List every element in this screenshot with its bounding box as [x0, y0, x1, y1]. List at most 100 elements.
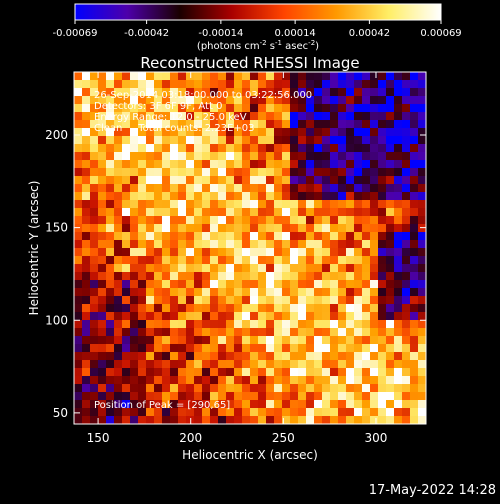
heatmap-cell [194, 256, 203, 265]
heatmap-cell [114, 400, 123, 409]
heatmap-cell [290, 248, 299, 257]
heatmap-cell [202, 400, 211, 409]
heatmap-cell [370, 88, 379, 97]
y-tick-label: 50 [53, 406, 68, 420]
heatmap-cell [274, 192, 283, 201]
heatmap-cell [338, 152, 347, 161]
heatmap-cell [338, 160, 347, 169]
heatmap-cell [178, 248, 187, 257]
heatmap-cell [98, 272, 107, 281]
heatmap-cell [242, 200, 251, 209]
heatmap-cell [362, 344, 371, 353]
heatmap-cell [266, 216, 275, 225]
heatmap-cell [386, 256, 395, 265]
heatmap-cell [290, 184, 299, 193]
heatmap-cell [218, 280, 227, 289]
heatmap-cell [282, 144, 291, 153]
heatmap-cell [178, 408, 187, 417]
heatmap-cell [202, 312, 211, 321]
heatmap-cell [274, 168, 283, 177]
heatmap-cell [322, 336, 331, 345]
heatmap-cell [402, 360, 411, 369]
heatmap-cell [130, 240, 139, 249]
heatmap-cell [362, 88, 371, 97]
heatmap-cell [242, 368, 251, 377]
heatmap-cell [298, 176, 307, 185]
heatmap-cell [402, 400, 411, 409]
heatmap-cell [210, 416, 219, 424]
heatmap-cell [410, 256, 419, 265]
heatmap-cell [314, 336, 323, 345]
heatmap-cell [354, 128, 363, 137]
heatmap-cell [258, 368, 267, 377]
heatmap-cell [178, 392, 187, 401]
heatmap-cell [338, 112, 347, 121]
heatmap-cell [122, 376, 131, 385]
heatmap-cell [386, 104, 395, 113]
heatmap-cell [274, 216, 283, 225]
heatmap-cell [130, 144, 139, 153]
heatmap-cell [362, 328, 371, 337]
heatmap-cell [218, 80, 227, 89]
heatmap-cell [186, 360, 195, 369]
heatmap-cell [218, 224, 227, 233]
heatmap-cell [242, 352, 251, 361]
heatmap-cell [258, 328, 267, 337]
heatmap-cell [298, 160, 307, 169]
heatmap-cell [330, 280, 339, 289]
heatmap-cell [266, 416, 275, 424]
heatmap-cell [98, 240, 107, 249]
heatmap-cell [314, 136, 323, 145]
heatmap-cell [202, 72, 211, 81]
heatmap-cell [282, 96, 291, 105]
heatmap-cell [354, 400, 363, 409]
heatmap-cell [410, 176, 419, 185]
heatmap-cell [386, 392, 395, 401]
heatmap-cell [170, 208, 179, 217]
heatmap-cell [346, 392, 355, 401]
heatmap-cell [306, 360, 315, 369]
heatmap-cell [186, 232, 195, 241]
heatmap-cell [330, 320, 339, 329]
heatmap-cell [370, 232, 379, 241]
heatmap-cell [178, 168, 187, 177]
heatmap-cell [178, 144, 187, 153]
heatmap-cell [330, 80, 339, 89]
heatmap-cell [202, 336, 211, 345]
heatmap-cell [154, 96, 163, 105]
heatmap-cell [346, 320, 355, 329]
heatmap-cell [346, 192, 355, 201]
heatmap-cell [386, 96, 395, 105]
heatmap-cell [250, 72, 259, 81]
heatmap-cell [298, 192, 307, 201]
annotation-detectors: Detectors: 3F 6F 9F, Att 0 [94, 101, 222, 112]
heatmap-cell [386, 216, 395, 225]
heatmap-cell [314, 248, 323, 257]
heatmap-cell [226, 304, 235, 313]
heatmap-cell [210, 280, 219, 289]
heatmap-cell [346, 136, 355, 145]
heatmap-cell [378, 400, 387, 409]
heatmap-cell [106, 80, 115, 89]
heatmap-cell [322, 200, 331, 209]
heatmap-cell [402, 312, 411, 321]
heatmap-cell [274, 136, 283, 145]
heatmap-cell [290, 352, 299, 361]
heatmap-cell [306, 248, 315, 257]
heatmap-cell [106, 328, 115, 337]
heatmap-cell [194, 96, 203, 105]
heatmap-cell [146, 416, 155, 424]
heatmap-cell [330, 240, 339, 249]
heatmap-cell [370, 408, 379, 417]
heatmap-cell [394, 328, 403, 337]
heatmap-cell [354, 256, 363, 265]
heatmap-cell [122, 200, 131, 209]
heatmap-cell [202, 376, 211, 385]
heatmap-cell [346, 104, 355, 113]
heatmap-cell [130, 408, 139, 417]
heatmap-cell [234, 272, 243, 281]
heatmap-cell [410, 200, 419, 209]
heatmap-cell [178, 360, 187, 369]
heatmap-cell [122, 208, 131, 217]
heatmap-cell [250, 400, 259, 409]
